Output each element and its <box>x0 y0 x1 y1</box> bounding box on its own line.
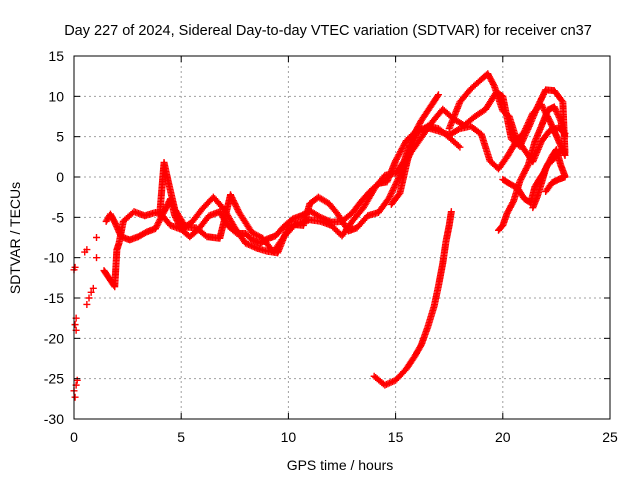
data-point <box>83 246 91 254</box>
data-point <box>256 233 264 241</box>
data-point <box>516 177 524 185</box>
data-point <box>561 173 569 181</box>
data-point <box>539 103 547 111</box>
data-point <box>517 175 525 183</box>
data-point <box>153 222 161 230</box>
data-point <box>552 106 560 114</box>
x-axis-title: GPS time / hours <box>287 457 394 473</box>
data-point <box>555 113 563 121</box>
data-point <box>253 231 261 239</box>
data-point <box>519 171 527 179</box>
series-track-j <box>542 173 569 196</box>
data-point <box>251 230 259 238</box>
chart-title: Day 227 of 2024, Sidereal Day-to-day VTE… <box>64 23 592 39</box>
data-point <box>522 165 530 173</box>
data-point <box>456 143 464 151</box>
data-point <box>524 162 532 170</box>
data-point <box>71 393 79 401</box>
x-tick-label: 15 <box>388 429 404 445</box>
data-point <box>522 130 530 138</box>
data-point <box>550 103 558 111</box>
data-point <box>509 199 517 207</box>
data-point <box>93 234 101 241</box>
data-point <box>93 254 101 262</box>
y-tick-label: -5 <box>52 209 65 225</box>
data-point <box>434 92 442 100</box>
y-tick-label: -30 <box>44 411 64 427</box>
y-tick-label: -25 <box>44 371 64 387</box>
axis-ticks: 0 5 10 15 20 25 -30 -25 -20 -15 -10 -5 0 5 10 15 <box>44 48 618 445</box>
data-point <box>154 220 162 228</box>
data-point <box>71 263 79 271</box>
data-points <box>70 70 569 401</box>
data-point <box>248 229 256 237</box>
data-point <box>523 127 531 135</box>
y-tick-label: 5 <box>56 129 64 145</box>
data-point <box>520 169 528 177</box>
data-point <box>521 168 529 176</box>
data-point <box>454 126 462 134</box>
data-point <box>518 174 526 182</box>
data-point <box>87 288 95 296</box>
x-tick-label: 5 <box>177 429 185 445</box>
y-tick-label: 15 <box>48 48 64 64</box>
data-point <box>73 376 81 384</box>
series-early-scatter <box>70 234 101 401</box>
data-point <box>83 300 91 308</box>
series-track-e <box>370 208 455 389</box>
data-point <box>71 321 79 329</box>
data-point <box>555 112 563 120</box>
y-tick-label: -15 <box>44 290 64 306</box>
data-point <box>523 163 531 171</box>
y-axis-title: SDTVAR / TECUs <box>7 182 23 294</box>
series-track-d <box>387 122 464 208</box>
x-tick-label: 10 <box>281 429 297 445</box>
data-point <box>521 132 529 140</box>
data-point <box>254 232 262 240</box>
plot-frame <box>73 55 611 420</box>
data-point <box>155 217 163 225</box>
series-track-c <box>156 91 442 257</box>
data-point <box>152 223 160 231</box>
data-point <box>521 166 529 174</box>
data-point <box>561 133 569 141</box>
x-tick-label: 20 <box>495 429 511 445</box>
data-point <box>447 208 455 216</box>
data-point <box>520 133 528 141</box>
data-point <box>522 128 530 136</box>
data-point <box>151 225 159 233</box>
data-point <box>155 218 163 226</box>
data-point <box>520 135 528 143</box>
data-point <box>552 107 560 115</box>
y-tick-label: 10 <box>48 88 64 104</box>
data-point <box>489 80 497 88</box>
data-point <box>554 110 562 118</box>
data-point <box>524 125 532 133</box>
data-point <box>561 151 569 159</box>
y-tick-label: -20 <box>44 330 64 346</box>
data-point <box>249 229 257 237</box>
series-track-i <box>529 146 569 212</box>
data-point <box>85 294 93 302</box>
data-point <box>454 142 462 150</box>
data-point <box>434 91 442 99</box>
y-tick-label: -10 <box>44 250 64 266</box>
series-track-b <box>100 86 569 291</box>
x-tick-label: 0 <box>70 429 78 445</box>
y-tick-label: 0 <box>56 169 64 185</box>
data-point <box>551 104 559 112</box>
data-point <box>553 109 561 117</box>
data-point <box>89 284 97 292</box>
data-point <box>518 172 526 180</box>
x-tick-label: 25 <box>602 429 618 445</box>
